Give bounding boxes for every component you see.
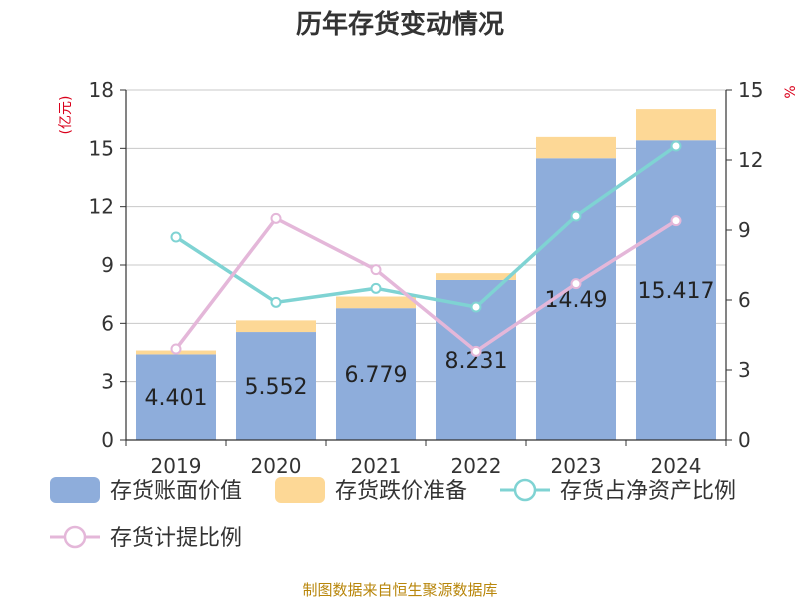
point-provision-ratio — [470, 345, 482, 357]
axes-layer: 0 3 6 9 12 15 18 0 3 6 9 12 15 2019 2020 2021 2022 2023 20… — [89, 78, 764, 478]
right-tick-label: 0 — [738, 428, 751, 452]
source-note: 制图数据来自恒生聚源数据库 — [302, 581, 497, 599]
left-tick-label: 15 — [89, 136, 114, 160]
x-tick-label: 2019 — [151, 454, 202, 478]
right-tick-label: 6 — [738, 288, 751, 312]
legend-label: 存货跌价准备 — [335, 479, 467, 504]
x-tick-label: 2023 — [551, 454, 602, 478]
bar-inventory-book-value — [136, 354, 216, 440]
right-tick-label: 15 — [738, 78, 763, 102]
right-tick-label: 12 — [738, 148, 763, 172]
lines-layer — [170, 140, 682, 357]
x-tick-label: 2022 — [451, 454, 502, 478]
bar-value-label: 4.401 — [145, 386, 208, 411]
legend-marker-net-asset-ratio — [513, 478, 537, 502]
point-provision-ratio — [170, 343, 182, 355]
bar-impairment-provision — [336, 296, 416, 309]
point-net-asset-ratio — [270, 296, 282, 308]
bar-inventory-book-value — [336, 308, 416, 440]
legend-swatch-impairment — [275, 477, 325, 503]
left-axis-unit: (亿元) — [58, 96, 74, 135]
point-provision-ratio — [370, 264, 382, 276]
line-provision-ratio — [174, 216, 677, 354]
legend-label: 存货计提比例 — [110, 526, 242, 551]
x-tick-label: 2021 — [351, 454, 402, 478]
bar-value-label: 14.49 — [545, 288, 608, 313]
point-net-asset-ratio — [670, 140, 682, 152]
point-provision-ratio — [270, 212, 282, 224]
left-tick-label: 6 — [101, 311, 114, 335]
point-net-asset-ratio — [570, 210, 582, 222]
bar-inventory-book-value — [636, 140, 716, 440]
bar-impairment-provision — [436, 273, 516, 280]
grid-lines — [126, 89, 726, 383]
right-tick-label: 9 — [738, 218, 751, 242]
x-tick-label: 2024 — [651, 454, 702, 478]
line-net-asset-ratio — [175, 144, 678, 309]
left-tick-label: 12 — [89, 195, 114, 219]
legend-swatch-book-value — [50, 477, 100, 503]
point-net-asset-ratio — [470, 301, 482, 313]
bar-inventory-book-value — [236, 332, 316, 440]
right-axis-unit: % — [783, 85, 799, 98]
x-tick-label: 2020 — [251, 454, 302, 478]
legend-label: 存货占净资产比例 — [560, 479, 736, 504]
right-tick-label: 3 — [738, 358, 751, 382]
bar-impairment-provision — [236, 320, 316, 333]
bar-value-label: 5.552 — [245, 375, 308, 400]
bar-impairment-provision — [536, 136, 616, 159]
legend-label: 存货账面价值 — [110, 479, 242, 504]
left-tick-label: 18 — [89, 78, 114, 102]
point-provision-ratio — [570, 278, 582, 290]
left-tick-label: 3 — [101, 370, 114, 394]
chart-title: 历年存货变动情况 — [296, 9, 504, 40]
point-net-asset-ratio — [170, 231, 182, 243]
left-tick-label: 0 — [101, 428, 114, 452]
bar-value-label: 15.417 — [638, 279, 715, 304]
point-provision-ratio — [670, 215, 682, 227]
left-tick-label: 9 — [101, 253, 114, 277]
bar-impairment-provision — [636, 109, 716, 141]
legend-marker-provision-ratio — [63, 525, 87, 549]
point-net-asset-ratio — [370, 282, 382, 294]
bar-value-label: 6.779 — [345, 363, 408, 388]
bar-inventory-book-value — [536, 158, 616, 440]
